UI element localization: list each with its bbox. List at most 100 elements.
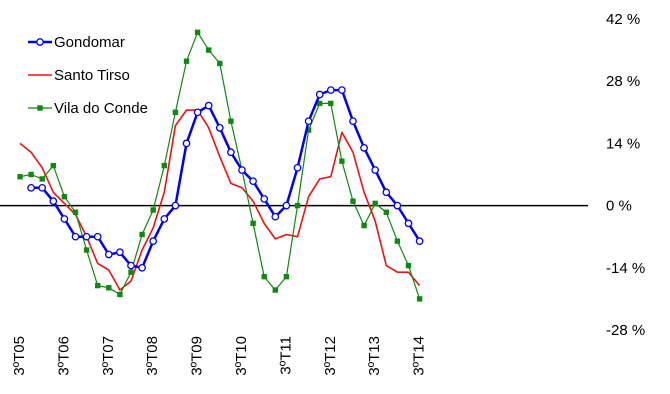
data-point: [38, 183, 47, 192]
data-point: [60, 215, 69, 223]
data-point: [326, 86, 335, 94]
data-point: [28, 171, 34, 178]
legend-item: Santo Tirso: [28, 67, 130, 84]
data-point: [372, 200, 378, 207]
data-point: [272, 287, 278, 293]
data-point: [416, 296, 423, 302]
x-tick-label: 3ºT07: [100, 336, 117, 376]
data-point: [50, 162, 56, 169]
data-point: [415, 237, 424, 245]
data-point: [104, 250, 113, 259]
data-point: [260, 195, 269, 203]
data-point: [82, 232, 91, 241]
legend-marker: [36, 38, 44, 46]
data-point: [39, 176, 45, 182]
x-axis-ticks: 3ºT05 3ºT06 3ºT07 3ºT08 3ºT09 3ºT10 3ºT11 3ºT12…: [11, 336, 428, 376]
data-point: [294, 202, 301, 209]
data-point: [271, 212, 280, 221]
data-point: [227, 148, 235, 157]
data-point: [72, 209, 79, 215]
x-tick-label: 3ºT12: [322, 336, 339, 376]
data-point: [17, 174, 23, 180]
y-tick-label: -14 %: [606, 260, 645, 277]
data-point: [315, 90, 324, 99]
data-point: [106, 285, 112, 291]
x-tick-label: 3ºT10: [233, 336, 250, 376]
data-point: [404, 219, 413, 228]
data-point: [204, 101, 213, 110]
y-tick-label: 0 %: [606, 198, 632, 215]
data-point: [304, 117, 313, 126]
data-point: [27, 183, 35, 192]
data-point: [328, 100, 334, 107]
data-point: [150, 207, 156, 213]
y-tick-label: 42 %: [606, 11, 640, 28]
data-point: [215, 124, 224, 132]
series-gondomar: [27, 86, 424, 272]
data-point: [95, 282, 101, 289]
data-point: [149, 237, 158, 245]
x-tick-label: 3ºT05: [11, 336, 28, 376]
data-point: [183, 58, 190, 64]
y-tick-label: -28 %: [606, 322, 645, 339]
data-point: [161, 162, 167, 169]
series-vila-do-conde: [17, 29, 423, 302]
data-point: [261, 273, 267, 280]
data-point: [127, 261, 135, 270]
data-point: [382, 188, 391, 197]
data-point: [71, 232, 80, 241]
data-point: [339, 158, 345, 164]
data-point: [349, 117, 357, 126]
data-point: [360, 143, 368, 152]
data-point: [394, 238, 401, 244]
data-point: [393, 201, 402, 210]
data-point: [206, 47, 212, 53]
data-point: [338, 86, 346, 94]
data-point: [228, 118, 234, 124]
data-point: [217, 60, 223, 67]
x-tick-label: 3ºT09: [189, 336, 206, 376]
data-point: [93, 232, 102, 241]
data-point: [350, 198, 356, 204]
data-point: [371, 166, 380, 174]
y-tick-label: 28 %: [606, 73, 640, 90]
data-point: [160, 215, 169, 223]
data-point: [182, 139, 191, 148]
series-layer: [17, 29, 424, 302]
x-tick-label: 3ºT06: [55, 336, 72, 376]
legend-label: Vila do Conde: [54, 100, 148, 117]
data-point: [317, 100, 323, 107]
data-point: [238, 166, 246, 174]
data-point: [250, 220, 256, 227]
legend-marker: [37, 105, 43, 111]
y-axis-ticks: 42 % 28 % 14 % 0 % -14 % -28 %: [606, 11, 645, 339]
data-point: [293, 163, 302, 172]
data-point: [116, 248, 124, 257]
data-point: [172, 109, 179, 115]
data-point: [49, 197, 58, 206]
data-point: [117, 291, 123, 298]
data-point: [305, 127, 312, 133]
data-point: [171, 201, 180, 210]
y-tick-label: 14 %: [606, 135, 640, 152]
data-point: [194, 29, 201, 36]
x-tick-label: 3ºT08: [144, 336, 161, 376]
data-point: [249, 177, 257, 186]
data-point: [139, 231, 145, 238]
legend-label: Gondomar: [54, 34, 125, 51]
legend-label: Santo Tirso: [54, 67, 130, 84]
data-point: [405, 262, 412, 269]
data-point: [361, 222, 367, 229]
data-point: [83, 247, 90, 253]
data-point: [61, 194, 68, 200]
data-point: [383, 209, 389, 215]
x-tick-label: 3ºT13: [366, 336, 383, 376]
data-point: [283, 273, 290, 280]
data-point: [138, 263, 146, 272]
legend-item: Gondomar: [28, 34, 125, 51]
data-point: [282, 201, 291, 210]
x-tick-label: 3ºT14: [411, 336, 428, 376]
data-point: [193, 108, 202, 117]
data-point: [128, 269, 134, 275]
